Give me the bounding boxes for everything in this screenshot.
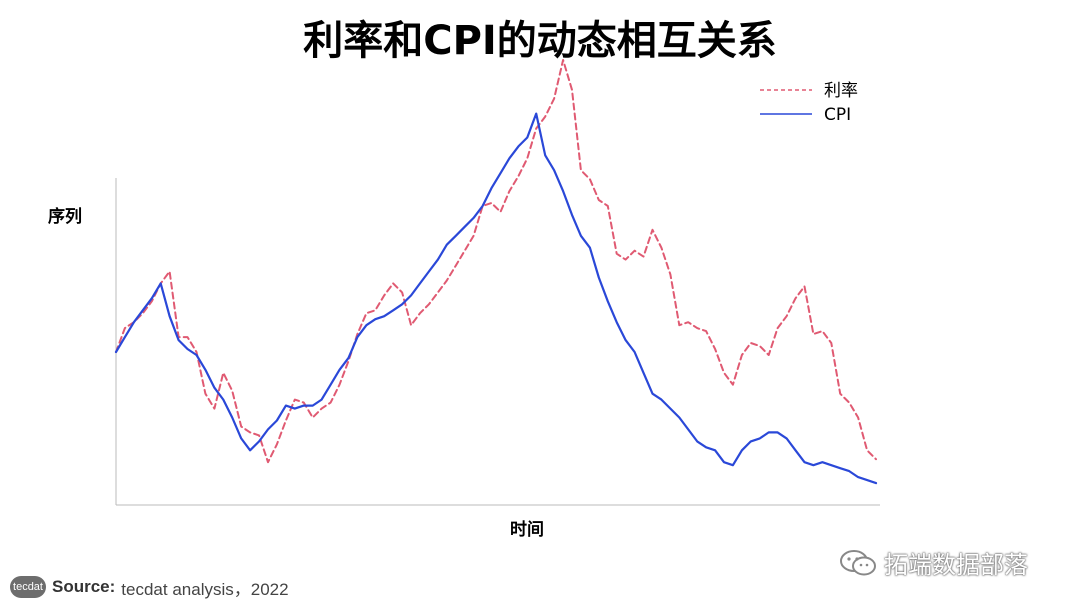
series-line-interest-rate [115,59,877,464]
legend-label-1: CPI [824,105,851,125]
series-line-cpi [114,112,878,485]
series-layer [114,59,878,485]
chart-title: 利率和CPI的动态相互关系 [303,18,777,64]
source-label: Source: [52,577,116,596]
tecdat-logo: tecdat [10,576,46,598]
legend: 利率 CPI [760,81,858,125]
source-text: tecdat analysis，2022 [121,579,289,599]
legend-label-0: 利率 [824,81,858,101]
watermark-text: 拓端数据部落 [884,551,1028,579]
watermark: 拓端数据部落 [838,545,1028,580]
y-axis-label: 序列 [48,207,82,227]
chart-axes [115,178,880,506]
source-footer: tecdat Source: tecdat analysis，2022 [10,575,289,599]
x-axis-label: 时间 [510,520,544,540]
wechat-icon [840,549,876,575]
